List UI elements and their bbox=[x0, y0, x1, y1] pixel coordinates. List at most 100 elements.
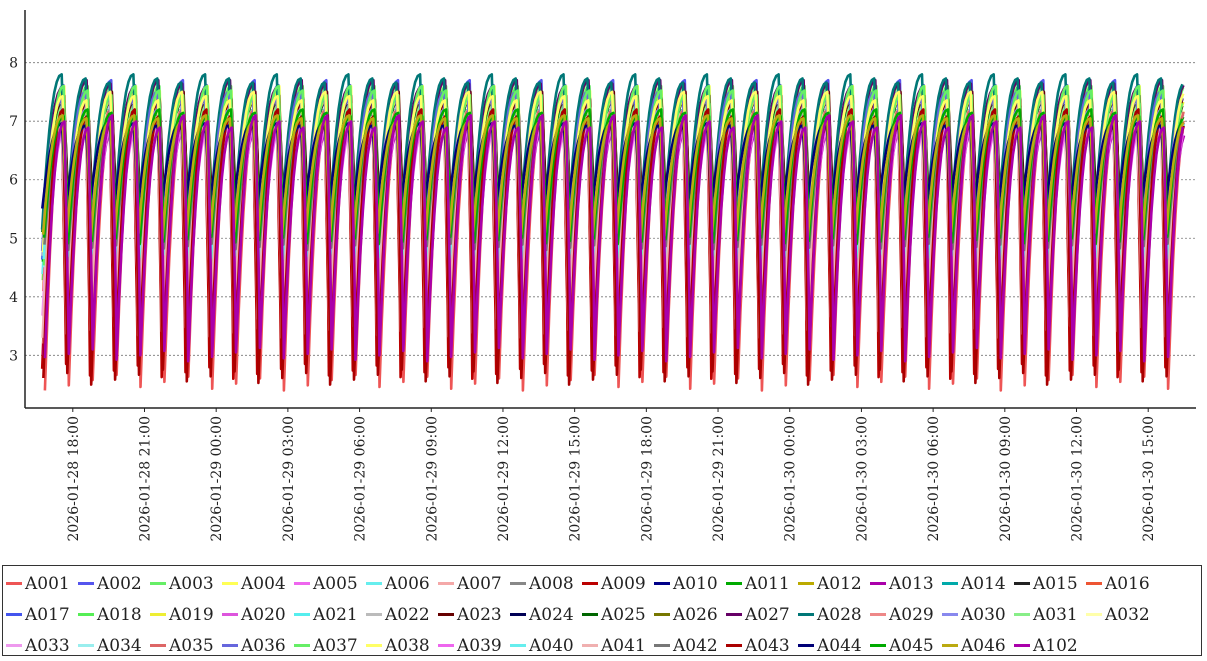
legend-item: A021 bbox=[294, 599, 366, 630]
legend-label: A018 bbox=[97, 604, 142, 625]
series-line-A102 bbox=[43, 114, 1185, 363]
legend-swatch bbox=[294, 644, 310, 647]
legend-item: A035 bbox=[150, 630, 222, 661]
y-tick-label: 4 bbox=[9, 290, 18, 306]
legend-swatch bbox=[222, 644, 238, 647]
legend-swatch bbox=[726, 644, 742, 647]
legend-swatch bbox=[366, 613, 382, 616]
legend-item: A008 bbox=[510, 568, 582, 599]
legend-label: A022 bbox=[385, 604, 430, 625]
legend-label: A016 bbox=[1105, 573, 1150, 594]
legend-item: A023 bbox=[438, 599, 510, 630]
legend-label: A044 bbox=[817, 635, 862, 656]
legend-label: A008 bbox=[529, 573, 574, 594]
legend-item: A046 bbox=[942, 630, 1014, 661]
legend-swatch bbox=[654, 613, 670, 616]
legend-swatch bbox=[222, 582, 238, 585]
x-tick-label: 2026-01-29 03:00 bbox=[281, 416, 297, 542]
legend-label: A003 bbox=[169, 573, 214, 594]
legend-item: A015 bbox=[1014, 568, 1086, 599]
legend-item: A020 bbox=[222, 599, 294, 630]
legend-label: A024 bbox=[529, 604, 574, 625]
x-tick-label: 2026-01-28 21:00 bbox=[137, 416, 153, 542]
series-lines bbox=[40, 73, 1186, 392]
legend-item: A026 bbox=[654, 599, 726, 630]
legend-label: A102 bbox=[1033, 635, 1078, 656]
legend-swatch bbox=[1014, 644, 1030, 647]
legend-label: A045 bbox=[889, 635, 934, 656]
legend-swatch bbox=[78, 613, 94, 616]
legend-label: A015 bbox=[1033, 573, 1078, 594]
legend-label: A026 bbox=[673, 604, 718, 625]
legend-swatch bbox=[942, 613, 958, 616]
legend-item: A043 bbox=[726, 630, 798, 661]
legend-label: A036 bbox=[241, 635, 286, 656]
legend-label: A043 bbox=[745, 635, 790, 656]
legend-label: A041 bbox=[601, 635, 646, 656]
legend-label: A029 bbox=[889, 604, 934, 625]
legend-label: A027 bbox=[745, 604, 790, 625]
legend-item: A013 bbox=[870, 568, 942, 599]
x-tick-label: 2026-01-30 09:00 bbox=[998, 416, 1014, 542]
x-tick-label: 2026-01-30 15:00 bbox=[1141, 416, 1157, 542]
legend-item: A003 bbox=[150, 568, 222, 599]
y-tick-label: 5 bbox=[9, 231, 18, 247]
legend-swatch bbox=[798, 613, 814, 616]
legend-item: A024 bbox=[510, 599, 582, 630]
legend-label: A030 bbox=[961, 604, 1006, 625]
x-tick-labels: 2026-01-28 18:00 2026-01-28 21:00 2026-01-… bbox=[66, 408, 1157, 542]
legend-swatch bbox=[582, 582, 598, 585]
legend-swatch bbox=[870, 644, 886, 647]
legend-label: A025 bbox=[601, 604, 646, 625]
legend-item: A029 bbox=[870, 599, 942, 630]
x-tick-label: 2026-01-30 06:00 bbox=[926, 416, 942, 542]
legend-item: A017 bbox=[6, 599, 78, 630]
legend-swatch bbox=[582, 644, 598, 647]
y-tick-labels: 3 4 5 6 7 8 bbox=[9, 56, 18, 365]
legend-item: A041 bbox=[582, 630, 654, 661]
legend-swatch bbox=[942, 582, 958, 585]
legend-label: A023 bbox=[457, 604, 502, 625]
legend-label: A021 bbox=[313, 604, 358, 625]
x-tick-label: 2026-01-30 00:00 bbox=[783, 416, 799, 542]
legend: A001 A002 A003 A004 A005 A006 A007 A008 A009 A010… bbox=[2, 565, 1202, 656]
legend-label: A009 bbox=[601, 573, 646, 594]
legend-item: A014 bbox=[942, 568, 1014, 599]
legend-swatch bbox=[438, 644, 454, 647]
legend-swatch bbox=[294, 582, 310, 585]
legend-label: A006 bbox=[385, 573, 430, 594]
legend-label: A046 bbox=[961, 635, 1006, 656]
legend-swatch bbox=[6, 613, 22, 616]
legend-swatch bbox=[510, 644, 526, 647]
legend-label: A001 bbox=[25, 573, 70, 594]
y-tick-label: 6 bbox=[9, 173, 18, 189]
x-tick-label: 2026-01-29 09:00 bbox=[424, 416, 440, 542]
legend-label: A011 bbox=[745, 573, 790, 594]
legend-item: A016 bbox=[1086, 568, 1158, 599]
legend-item: A012 bbox=[798, 568, 870, 599]
legend-label: A019 bbox=[169, 604, 214, 625]
x-tick-label: 2026-01-29 12:00 bbox=[496, 416, 512, 542]
legend-label: A002 bbox=[97, 573, 142, 594]
legend-swatch bbox=[1014, 582, 1030, 585]
legend-item: A005 bbox=[294, 568, 366, 599]
legend-swatch bbox=[1014, 613, 1030, 616]
legend-item: A033 bbox=[6, 630, 78, 661]
legend-item: A036 bbox=[222, 630, 294, 661]
legend-item: A031 bbox=[1014, 599, 1086, 630]
legend-swatch bbox=[438, 582, 454, 585]
series-line-A043 bbox=[42, 108, 1185, 386]
legend-item: A010 bbox=[654, 568, 726, 599]
legend-swatch bbox=[726, 582, 742, 585]
legend-label: A037 bbox=[313, 635, 358, 656]
legend-label: A031 bbox=[1033, 604, 1078, 625]
legend-item: A039 bbox=[438, 630, 510, 661]
legend-swatch bbox=[366, 644, 382, 647]
legend-item: A102 bbox=[1014, 630, 1086, 661]
axes bbox=[24, 10, 1196, 409]
legend-label: A042 bbox=[673, 635, 718, 656]
legend-swatch bbox=[150, 644, 166, 647]
legend-item: A001 bbox=[6, 568, 78, 599]
legend-swatch bbox=[798, 644, 814, 647]
